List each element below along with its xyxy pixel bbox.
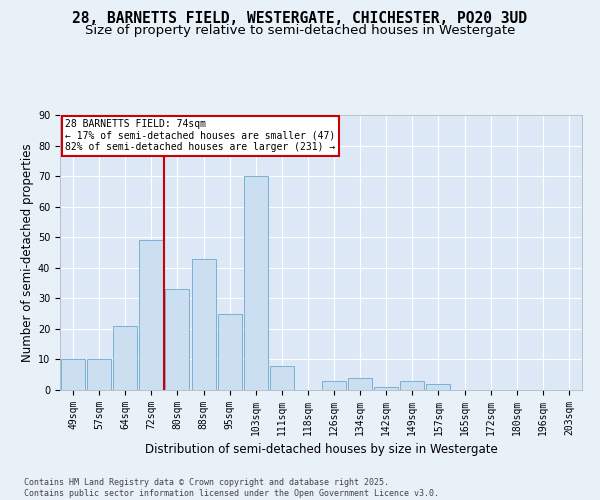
Text: Contains HM Land Registry data © Crown copyright and database right 2025.
Contai: Contains HM Land Registry data © Crown c…: [24, 478, 439, 498]
Bar: [139, 240, 163, 390]
Bar: [348, 378, 372, 390]
Bar: [322, 381, 346, 390]
Text: 28, BARNETTS FIELD, WESTERGATE, CHICHESTER, PO20 3UD: 28, BARNETTS FIELD, WESTERGATE, CHICHEST…: [73, 11, 527, 26]
Bar: [427, 384, 451, 390]
Y-axis label: Number of semi-detached properties: Number of semi-detached properties: [21, 143, 34, 362]
Text: 28 BARNETTS FIELD: 74sqm
← 17% of semi-detached houses are smaller (47)
82% of s: 28 BARNETTS FIELD: 74sqm ← 17% of semi-d…: [65, 119, 335, 152]
Bar: [166, 289, 190, 390]
Bar: [244, 176, 268, 390]
Text: Size of property relative to semi-detached houses in Westergate: Size of property relative to semi-detach…: [85, 24, 515, 37]
Bar: [191, 258, 215, 390]
Bar: [374, 387, 398, 390]
X-axis label: Distribution of semi-detached houses by size in Westergate: Distribution of semi-detached houses by …: [145, 444, 497, 456]
Bar: [218, 314, 242, 390]
Bar: [61, 360, 85, 390]
Bar: [400, 381, 424, 390]
Bar: [87, 360, 111, 390]
Bar: [270, 366, 294, 390]
Bar: [113, 326, 137, 390]
